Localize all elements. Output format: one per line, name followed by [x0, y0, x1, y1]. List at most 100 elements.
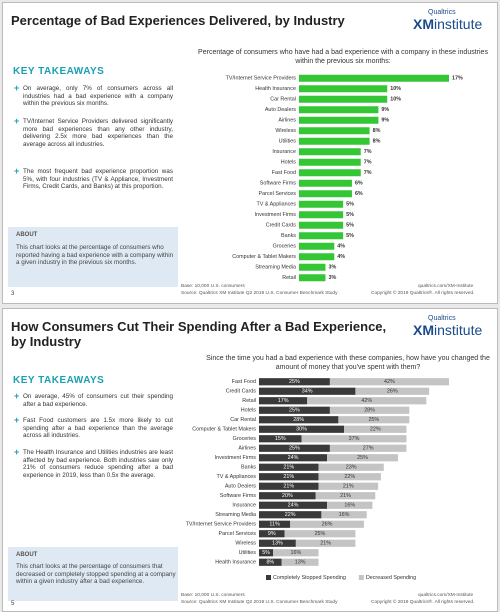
- bar: [299, 232, 344, 240]
- bar-segment: [273, 549, 319, 557]
- bar: [299, 137, 370, 145]
- bar: [299, 253, 335, 261]
- slide: Percentage of Bad Experiences Delivered,…: [2, 2, 498, 304]
- value-label: 11%: [269, 522, 280, 528]
- value-label: 4%: [337, 244, 345, 250]
- bar-segment: [259, 454, 328, 462]
- category-label: TV/Internet Service Providers: [226, 76, 297, 82]
- logo-institute: institute: [434, 322, 483, 338]
- bar-segment: [259, 406, 330, 414]
- value-label: 15%: [275, 436, 286, 442]
- bar: [299, 200, 344, 208]
- value-label: 42%: [361, 398, 372, 404]
- value-label: 28%: [293, 417, 304, 423]
- bar: [299, 179, 352, 187]
- category-label: Wireless: [275, 128, 296, 134]
- bar-segment: [315, 492, 376, 500]
- value-label: 13%: [295, 560, 306, 566]
- value-label: 6%: [355, 181, 363, 187]
- value-label: 26%: [387, 389, 398, 395]
- value-label: 9%: [268, 531, 276, 537]
- category-label: Retail: [242, 398, 256, 404]
- bar: [299, 106, 379, 114]
- category-label: Software Firms: [260, 181, 297, 187]
- bar: [299, 127, 370, 135]
- footer-url: qualtrics.com/XM-Institute: [418, 284, 474, 289]
- about-text: This chart looks at the percentage of co…: [16, 244, 174, 267]
- value-label: 16%: [344, 503, 355, 509]
- chart-title: Since the time you had a bad experience …: [206, 355, 490, 371]
- category-label: TV & Appliances: [256, 202, 296, 208]
- slide-title: How Consumers Cut Their Spending After a…: [11, 319, 387, 349]
- value-label: 21%: [340, 493, 351, 499]
- value-label: 25%: [315, 531, 326, 537]
- category-label: Computer & Tablet Makers: [232, 254, 296, 260]
- category-label: Streaming Media: [255, 265, 296, 271]
- category-label: Investment Firms: [215, 455, 257, 461]
- bar: [299, 190, 352, 198]
- bar: [299, 116, 379, 124]
- bar-segment: [329, 378, 449, 386]
- footer-source: Source: Qualtrics XM Institute Q2 2019 U…: [181, 291, 338, 296]
- category-label: TV/Internet Service Providers: [186, 522, 257, 528]
- bar-segment: [259, 530, 285, 538]
- value-label: 21%: [283, 465, 294, 471]
- category-label: Parcel Services: [259, 191, 297, 197]
- bar-segment: [259, 482, 319, 490]
- value-label: 21%: [283, 474, 294, 480]
- category-label: Parcel Services: [219, 531, 257, 537]
- bar-segment: [329, 444, 407, 452]
- category-label: Airlines: [278, 118, 296, 124]
- slide: How Consumers Cut Their Spending After a…: [2, 308, 498, 612]
- about-heading: ABOUT: [16, 552, 38, 558]
- bullet-icon: +: [14, 415, 20, 425]
- value-label: 25%: [289, 446, 300, 452]
- legend-swatch: [358, 575, 364, 580]
- value-label: 5%: [262, 550, 270, 556]
- category-label: Auto Dealers: [225, 484, 256, 490]
- bar-segment: [259, 539, 296, 547]
- category-label: Insurance: [232, 503, 256, 509]
- category-label: Streaming Media: [215, 512, 256, 518]
- footer-url: qualtrics.com/XM-Institute: [418, 593, 474, 598]
- value-label: 21%: [283, 484, 294, 490]
- value-label: 25%: [357, 455, 368, 461]
- value-label: 5%: [346, 233, 354, 239]
- value-label: 8%: [373, 139, 381, 145]
- bar-segment: [327, 454, 398, 462]
- value-label: 7%: [364, 170, 372, 176]
- value-label: 7%: [364, 149, 372, 155]
- bar: [299, 85, 388, 93]
- takeaway: On average, only 7% of consumers across …: [23, 85, 173, 108]
- value-label: 9%: [381, 107, 389, 113]
- value-label: 21%: [343, 484, 354, 490]
- category-label: Credit Cards: [226, 389, 257, 395]
- category-label: Car Rental: [270, 97, 296, 103]
- bar: [299, 158, 361, 166]
- footer-base: Base: 10,000 U.S. consumers: [181, 284, 245, 289]
- value-label: 24%: [288, 455, 299, 461]
- bar-segment: [259, 416, 339, 424]
- value-label: 22%: [285, 512, 296, 518]
- bar-segment: [281, 558, 319, 566]
- bar-segment: [318, 473, 381, 481]
- value-label: 34%: [302, 389, 313, 395]
- chart-title: Percentage of consumers who have had a b…: [198, 49, 488, 65]
- category-label: Banks: [241, 465, 256, 471]
- value-label: 25%: [289, 408, 300, 414]
- bullet-icon: +: [14, 447, 20, 457]
- logo-brand: Qualtrics: [428, 315, 456, 322]
- value-label: 25%: [289, 379, 300, 385]
- category-label: Software Firms: [220, 493, 257, 499]
- value-label: 28%: [364, 408, 375, 414]
- bar-segment: [329, 406, 410, 414]
- bar-segment: [259, 492, 316, 500]
- footer-copyright: Copyright © 2019 Qualtrics®. All rights …: [371, 600, 475, 605]
- bar: [299, 242, 335, 250]
- bar-segment: [338, 416, 410, 424]
- category-label: Utilities: [279, 139, 297, 145]
- category-label: Health Insurance: [255, 86, 296, 92]
- footer-base: Base: 10,000 U.S. consumers: [181, 593, 245, 598]
- bar-segment: [307, 397, 427, 405]
